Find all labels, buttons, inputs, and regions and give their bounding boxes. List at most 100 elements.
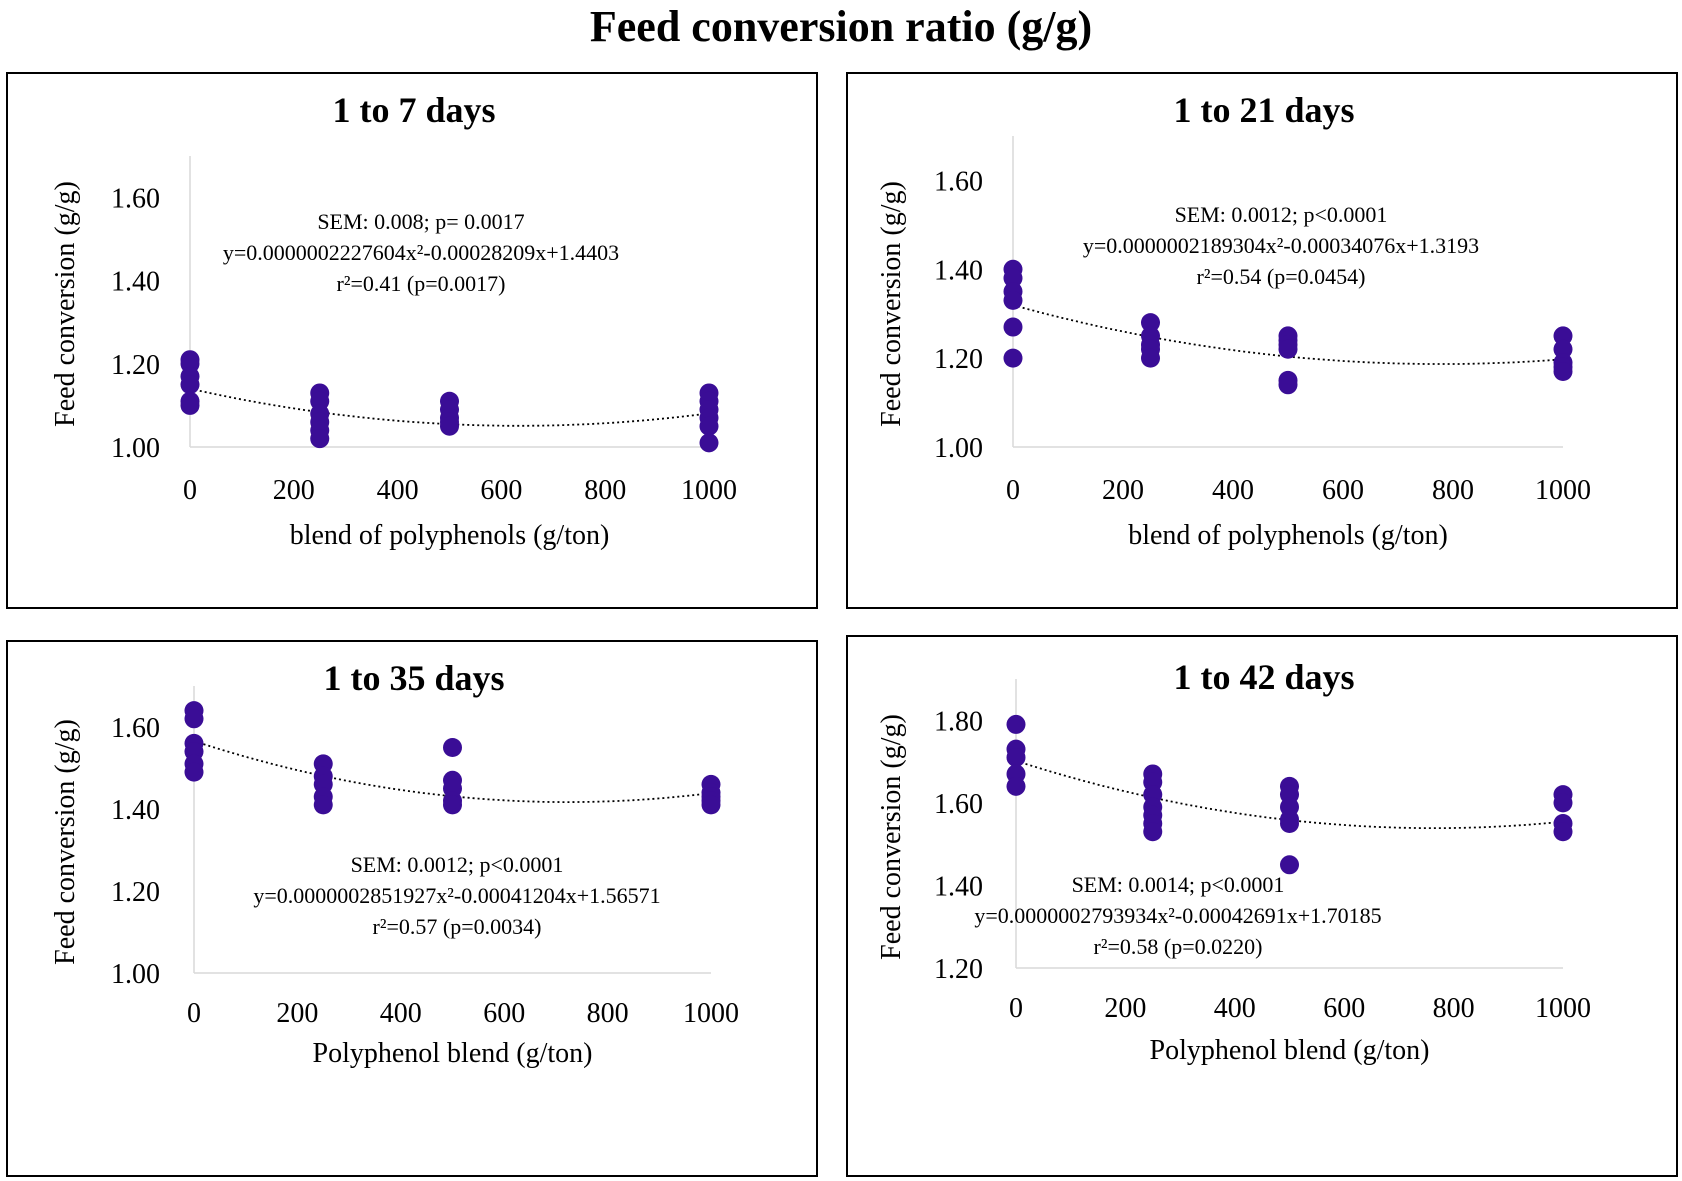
x-tick-label: 800: [1433, 993, 1475, 1024]
x-tick-label: 800: [587, 998, 629, 1029]
data-point: [1003, 317, 1023, 337]
x-tick-label: 200: [276, 998, 318, 1029]
x-tick-label: 200: [273, 475, 315, 506]
y-axis-label: Feed conversion (g/g): [876, 714, 907, 960]
x-tick-label: 800: [584, 475, 626, 506]
data-point: [1141, 348, 1160, 368]
data-point: [1280, 814, 1299, 833]
chart-1-to-35-days: 1 to 35 days 1.00 1.20 1.40 1.60 0 200 400 600 80…: [50, 658, 739, 1069]
y-axis-label: Feed conversion (g/g): [50, 181, 81, 427]
x-axis-label: blend of polyphenols (g/ton): [1128, 520, 1448, 551]
y-tick-label: 1.40: [934, 871, 983, 902]
x-tick-label: 400: [1214, 993, 1256, 1024]
stat-equation: y=0.0000002227604x²-0.00028209x+1.4403: [223, 240, 619, 265]
data-point: [1003, 290, 1023, 310]
chart-1-to-42-days: 1 to 42 days 1.20 1.40 1.60 1.80 0 200 400 600 80…: [876, 657, 1591, 1066]
data-point: [1280, 855, 1299, 875]
y-tick-label: 1.60: [111, 184, 160, 215]
stat-sem: SEM: 0.008; p= 0.0017: [317, 209, 524, 234]
stat-r2: r²=0.58 (p=0.0220): [1094, 934, 1263, 959]
data-point: [1003, 268, 1023, 288]
data-point: [1553, 361, 1573, 381]
x-tick-label: 1000: [1535, 475, 1591, 506]
data-point: [184, 709, 204, 729]
y-tick-label: 1.60: [111, 713, 160, 744]
data-point: [1278, 339, 1298, 359]
trendline: [189, 387, 710, 427]
y-tick-label: 1.40: [111, 795, 160, 826]
panel-1-to-42-days: 1 to 42 days 1.20 1.40 1.60 1.80 0 200 400 600 80…: [846, 635, 1678, 1177]
x-tick-label: 600: [1323, 993, 1365, 1024]
y-tick-label: 1.00: [111, 959, 160, 990]
x-tick-label: 200: [1104, 993, 1146, 1024]
x-tick-label: 600: [483, 998, 525, 1029]
y-tick-label: 1.00: [111, 433, 160, 464]
stat-sem: SEM: 0.0012; p<0.0001: [1175, 202, 1388, 227]
data-point: [184, 762, 204, 782]
stat-sem: SEM: 0.0014; p<0.0001: [1072, 872, 1285, 897]
chart-title: 1 to 7 days: [332, 90, 495, 130]
data-point: [1553, 793, 1573, 813]
x-tick-label: 600: [1322, 475, 1364, 506]
x-tick-label: 0: [187, 998, 201, 1029]
y-tick-label: 1.80: [934, 706, 983, 737]
y-axis-label: Feed conversion (g/g): [876, 181, 907, 427]
chart-1-to-21-days: 1 to 21 days 1.00 1.20 1.40 1.60 0 200 400 600 80…: [876, 90, 1591, 551]
chart-title: 1 to 35 days: [323, 658, 504, 698]
stat-equation: y=0.0000002793934x²-0.00042691x+1.70185: [974, 903, 1381, 928]
data-point: [1278, 375, 1298, 395]
data-point: [180, 395, 200, 415]
y-tick-label: 1.20: [934, 344, 983, 375]
stat-r2: r²=0.54 (p=0.0454): [1197, 264, 1366, 289]
x-tick-label: 0: [183, 475, 197, 506]
data-point: [1553, 326, 1573, 346]
y-tick-label: 1.40: [111, 267, 160, 298]
data-point: [1553, 339, 1573, 359]
x-tick-label: 0: [1009, 993, 1023, 1024]
data-point: [699, 416, 719, 436]
chart-title: 1 to 21 days: [1173, 90, 1354, 130]
x-tick-label: 600: [480, 475, 522, 506]
data-point: [310, 429, 330, 449]
x-tick-label: 1000: [683, 998, 739, 1029]
x-axis-label: blend of polyphenols (g/ton): [290, 520, 610, 551]
chart-title: 1 to 42 days: [1173, 657, 1354, 697]
y-tick-label: 1.00: [934, 433, 983, 464]
stat-equation: y=0.0000002189304x²-0.00034076x+1.3193: [1083, 233, 1479, 258]
y-tick-label: 1.60: [934, 166, 983, 197]
data-point: [180, 375, 200, 395]
data-point: [1141, 313, 1160, 333]
y-tick-label: 1.60: [934, 789, 983, 820]
data-point: [1003, 348, 1023, 368]
chart-1-to-7-days: 1 to 7 days 1.00 1.20 1.40 1.60 0 200 400 600 800…: [50, 90, 737, 551]
data-point: [1006, 747, 1026, 767]
data-point: [443, 738, 462, 757]
data-point: [440, 416, 459, 436]
x-tick-label: 1000: [1535, 993, 1591, 1024]
panel-1-to-35-days: 1 to 35 days 1.00 1.20 1.40 1.60 0 200 400 600 80…: [6, 640, 818, 1177]
x-tick-label: 400: [377, 475, 419, 506]
data-point: [1006, 714, 1026, 734]
x-tick-label: 800: [1432, 475, 1474, 506]
y-tick-label: 1.20: [111, 350, 160, 381]
x-axis-label: Polyphenol blend (g/ton): [1150, 1035, 1430, 1066]
y-tick-label: 1.20: [934, 954, 983, 985]
x-tick-label: 200: [1102, 475, 1144, 506]
x-tick-label: 400: [1212, 475, 1254, 506]
figure-title: Feed conversion ratio (g/g): [589, 2, 1093, 51]
stat-r2: r²=0.57 (p=0.0034): [373, 914, 542, 939]
data-point: [701, 795, 721, 815]
data-point: [1553, 822, 1573, 842]
data-point: [699, 433, 719, 453]
data-point: [1006, 776, 1026, 796]
x-tick-label: 0: [1006, 475, 1020, 506]
data-point: [1143, 822, 1163, 842]
x-tick-label: 1000: [681, 475, 737, 506]
data-point: [443, 795, 462, 815]
y-tick-label: 1.40: [934, 255, 983, 286]
x-tick-label: 400: [380, 998, 422, 1029]
y-axis-label: Feed conversion (g/g): [50, 719, 81, 965]
stat-r2: r²=0.41 (p=0.0017): [337, 271, 506, 296]
panel-1-to-7-days: 1 to 7 days 1.00 1.20 1.40 1.60 0 200 400 600 800…: [6, 72, 818, 609]
y-tick-label: 1.20: [111, 877, 160, 908]
